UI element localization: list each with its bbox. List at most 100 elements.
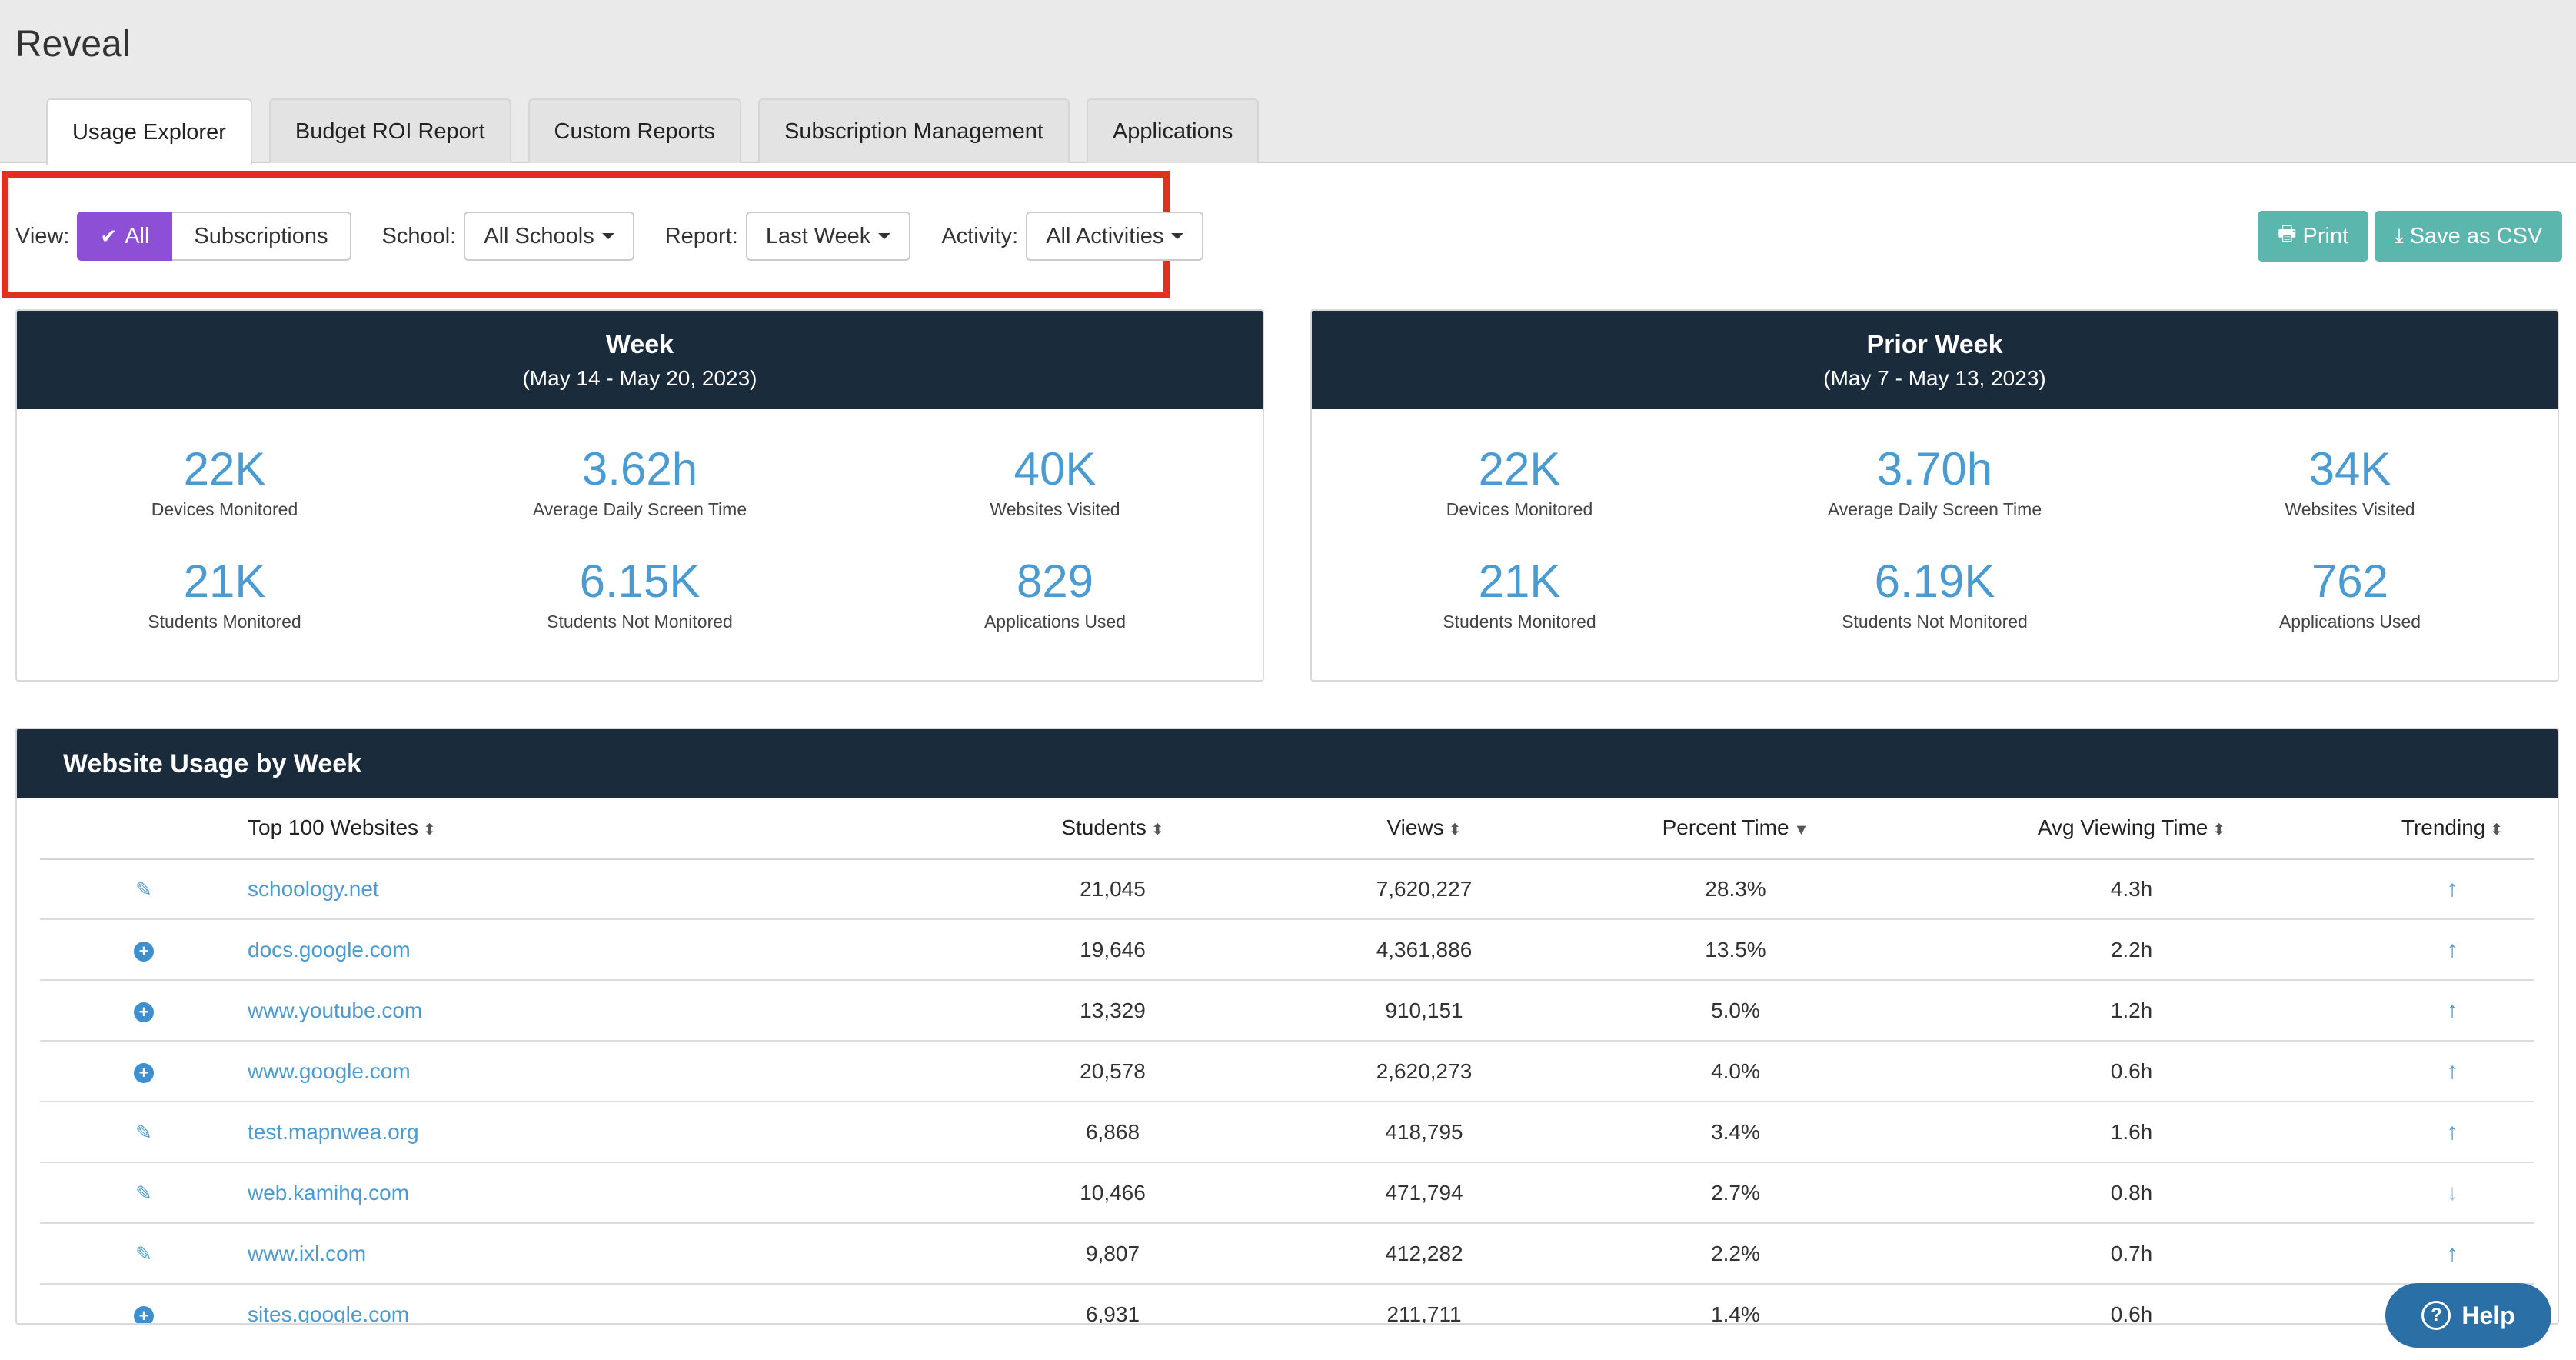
week-panel: Week (May 14 - May 20, 2023) 22K Devices… (15, 309, 1264, 682)
col-header-avg-viewing-time[interactable]: Avg Viewing Time ⬍ (1893, 798, 2370, 860)
col-header-trending[interactable]: Trending ⬍ (2370, 798, 2534, 860)
percent-time-cell: 1.4% (1578, 1284, 1893, 1323)
website-link[interactable]: www.youtube.com (248, 998, 423, 1022)
stat-value: 40K (1013, 443, 1097, 495)
stat-label: Applications Used (983, 612, 1127, 632)
stat-value: 6.15K (579, 555, 701, 607)
view-all-button[interactable]: ✔ All (77, 212, 173, 261)
view-toggle: ✔ All Subscriptions (77, 212, 351, 261)
website-cell: docs.google.com (248, 919, 955, 981)
plus-circle-icon[interactable]: + (134, 1305, 154, 1323)
tab-custom-reports[interactable]: Custom Reports (528, 98, 742, 163)
edit-icon[interactable]: ✎ (135, 1120, 152, 1144)
website-link[interactable]: sites.google.com (248, 1302, 410, 1325)
report-label: Report: (664, 223, 738, 248)
table-row: + www.youtube.com 13,329 910,151 5.0% 1.2h ↑ (40, 980, 2534, 1042)
stat-websites-visited: 40K Websites Visited (847, 426, 1263, 538)
website-link[interactable]: docs.google.com (248, 937, 411, 962)
avg-viewing-time-cell: 0.8h (1893, 1162, 2370, 1224)
filter-bar: View: ✔ All Subscriptions School: All Sc… (15, 212, 1234, 261)
save-csv-button[interactable]: ⤓ Save as CSV (2375, 211, 2563, 262)
arrow-down-icon: ↓ (2446, 1179, 2458, 1205)
activity-value: All Activities (1046, 223, 1164, 248)
views-cell: 471,794 (1270, 1162, 1578, 1224)
activity-dropdown[interactable]: All Activities (1026, 212, 1204, 261)
website-cell: sites.google.com (248, 1284, 955, 1325)
website-usage-title: Website Usage by Week (17, 729, 2558, 798)
col-header-percent-time[interactable]: Percent Time ▼ (1578, 798, 1893, 860)
tab-usage-explorer[interactable]: Usage Explorer (46, 98, 252, 165)
edit-icon[interactable]: ✎ (135, 877, 152, 901)
plus-circle-icon[interactable]: + (134, 941, 154, 962)
row-action-cell: ✎ (40, 858, 248, 920)
trending-cell: ↑ (2370, 858, 2534, 920)
avg-viewing-time-cell: 0.6h (1893, 1041, 2370, 1102)
row-action-cell: ✎ (40, 1162, 248, 1224)
stat-label: Websites Visited (990, 499, 1120, 519)
avg-viewing-time-cell: 0.7h (1893, 1223, 2370, 1285)
row-action-cell: + (40, 1284, 248, 1323)
icon-column-header (40, 798, 248, 860)
check-icon: ✔ (100, 224, 118, 248)
stat-value: 34K (2308, 443, 2391, 495)
print-label: Print (2302, 223, 2349, 248)
stat-avg-screen-time: 3.62h Average Daily Screen Time (432, 426, 847, 538)
report-value: Last Week (765, 223, 871, 248)
tab-subscription-management[interactable]: Subscription Management (758, 98, 1070, 163)
activity-label: Activity: (941, 223, 1019, 248)
avg-viewing-time-cell: 1.6h (1893, 1102, 2370, 1163)
sort-icon: ⬍ (423, 822, 436, 839)
avg-viewing-time-cell: 1.2h (1893, 980, 2370, 1042)
col-header-websites[interactable]: Top 100 Websites ⬍ (248, 798, 955, 860)
school-dropdown[interactable]: All Schools (464, 212, 634, 261)
percent-time-cell: 3.4% (1578, 1102, 1893, 1163)
prior-week-stats: 22K Devices Monitored 3.70h Average Dail… (1312, 409, 2558, 651)
students-cell: 6,868 (955, 1102, 1270, 1163)
website-link[interactable]: test.mapnwea.org (248, 1119, 419, 1144)
plus-circle-icon[interactable]: + (134, 1062, 154, 1083)
table-row: ✎ schoology.net 21,045 7,620,227 28.3% 4.3h ↑ (40, 858, 2534, 920)
views-cell: 412,282 (1270, 1223, 1578, 1285)
prior-week-title: Prior Week (1866, 329, 2003, 359)
website-link[interactable]: web.kamihq.com (248, 1180, 410, 1205)
tab-budget-roi-report[interactable]: Budget ROI Report (268, 98, 511, 163)
stat-value: 3.70h (1876, 443, 1993, 495)
view-subscriptions-button[interactable]: Subscriptions (172, 212, 351, 261)
help-button[interactable]: ? Help (2385, 1283, 2551, 1348)
stat-devices-monitored: 22K Devices Monitored (1312, 426, 1727, 538)
col-header-views[interactable]: Views ⬍ (1270, 798, 1578, 860)
stat-avg-screen-time: 3.70h Average Daily Screen Time (1727, 426, 2142, 538)
website-link[interactable]: schoology.net (248, 876, 379, 901)
caret-down-icon (878, 233, 891, 239)
stat-value: 6.19K (1874, 555, 1995, 607)
website-link[interactable]: www.ixl.com (248, 1241, 367, 1265)
week-range: (May 14 - May 20, 2023) (522, 365, 757, 390)
edit-icon[interactable]: ✎ (135, 1181, 152, 1205)
edit-icon[interactable]: ✎ (135, 1242, 152, 1265)
tab-applications[interactable]: Applications (1086, 98, 1260, 163)
report-dropdown[interactable]: Last Week (745, 212, 911, 261)
stat-label: Average Daily Screen Time (1827, 499, 2042, 519)
col-header-students[interactable]: Students ⬍ (955, 798, 1270, 860)
caret-down-icon (601, 233, 614, 239)
print-button[interactable]: 🖶 Print (2258, 211, 2369, 262)
percent-time-cell: 2.2% (1578, 1223, 1893, 1285)
plus-circle-icon[interactable]: + (134, 1002, 154, 1022)
website-cell: www.youtube.com (248, 980, 955, 1042)
stat-label: Devices Monitored (1446, 499, 1593, 519)
stat-label: Applications Used (2278, 612, 2421, 632)
arrow-up-icon: ↑ (2446, 1058, 2458, 1084)
website-link[interactable]: www.google.com (248, 1058, 411, 1083)
students-cell: 19,646 (955, 919, 1270, 981)
website-usage-panel: Website Usage by Week Top 100 Websites ⬍ … (15, 728, 2559, 1325)
table-row: ✎ www.ixl.com 9,807 412,282 2.2% 0.7h ↑ (40, 1223, 2534, 1285)
stat-label: Students Not Monitored (547, 612, 733, 632)
views-cell: 4,361,886 (1270, 919, 1578, 981)
tab-bar: Usage Explorer Budget ROI Report Custom … (46, 98, 1260, 165)
week-panel-header: Week (May 14 - May 20, 2023) (17, 311, 1263, 409)
views-cell: 2,620,273 (1270, 1041, 1578, 1102)
row-action-cell: ✎ (40, 1102, 248, 1163)
percent-time-cell: 2.7% (1578, 1162, 1893, 1224)
trending-cell: ↑ (2370, 1223, 2534, 1285)
stat-websites-visited: 34K Websites Visited (2142, 426, 2558, 538)
